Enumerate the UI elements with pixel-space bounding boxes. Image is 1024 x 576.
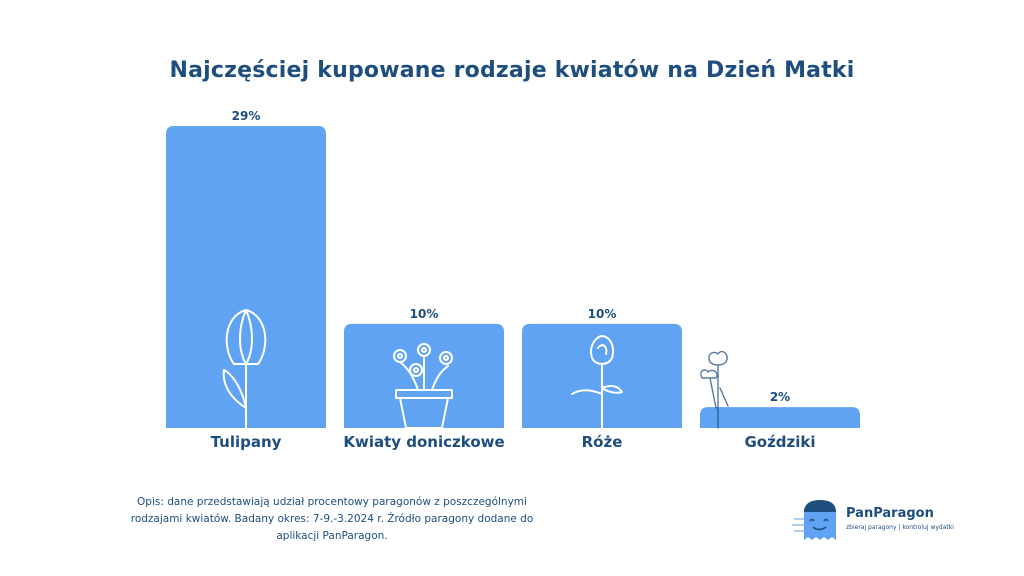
mascot-icon [792, 500, 836, 540]
category-label: Goździki [744, 433, 815, 451]
value-label: 29% [232, 109, 261, 123]
category-label: Róże [582, 433, 623, 451]
carnation-icon [700, 350, 729, 429]
logo-name: PanParagon [846, 506, 934, 521]
potted-flowers-icon [393, 343, 453, 429]
footnote: Opis: dane przedstawiają udział procento… [130, 496, 534, 542]
chart-title: Najczęściej kupowane rodzaje kwiatów na … [169, 58, 855, 83]
rose-icon [571, 335, 623, 429]
value-label: 2% [770, 390, 790, 404]
panparagon-logo: PanParagon zbieraj paragony | kontroluj … [790, 496, 954, 546]
category-label: Kwiaty doniczkowe [343, 433, 504, 451]
bar [700, 407, 860, 428]
tulip-icon [222, 309, 267, 429]
logo-tagline: zbieraj paragony | kontroluj wydatki [846, 524, 954, 531]
value-label: 10% [588, 307, 617, 321]
category-label: Tulipany [211, 433, 282, 451]
bar [166, 126, 326, 428]
value-label: 10% [410, 307, 439, 321]
